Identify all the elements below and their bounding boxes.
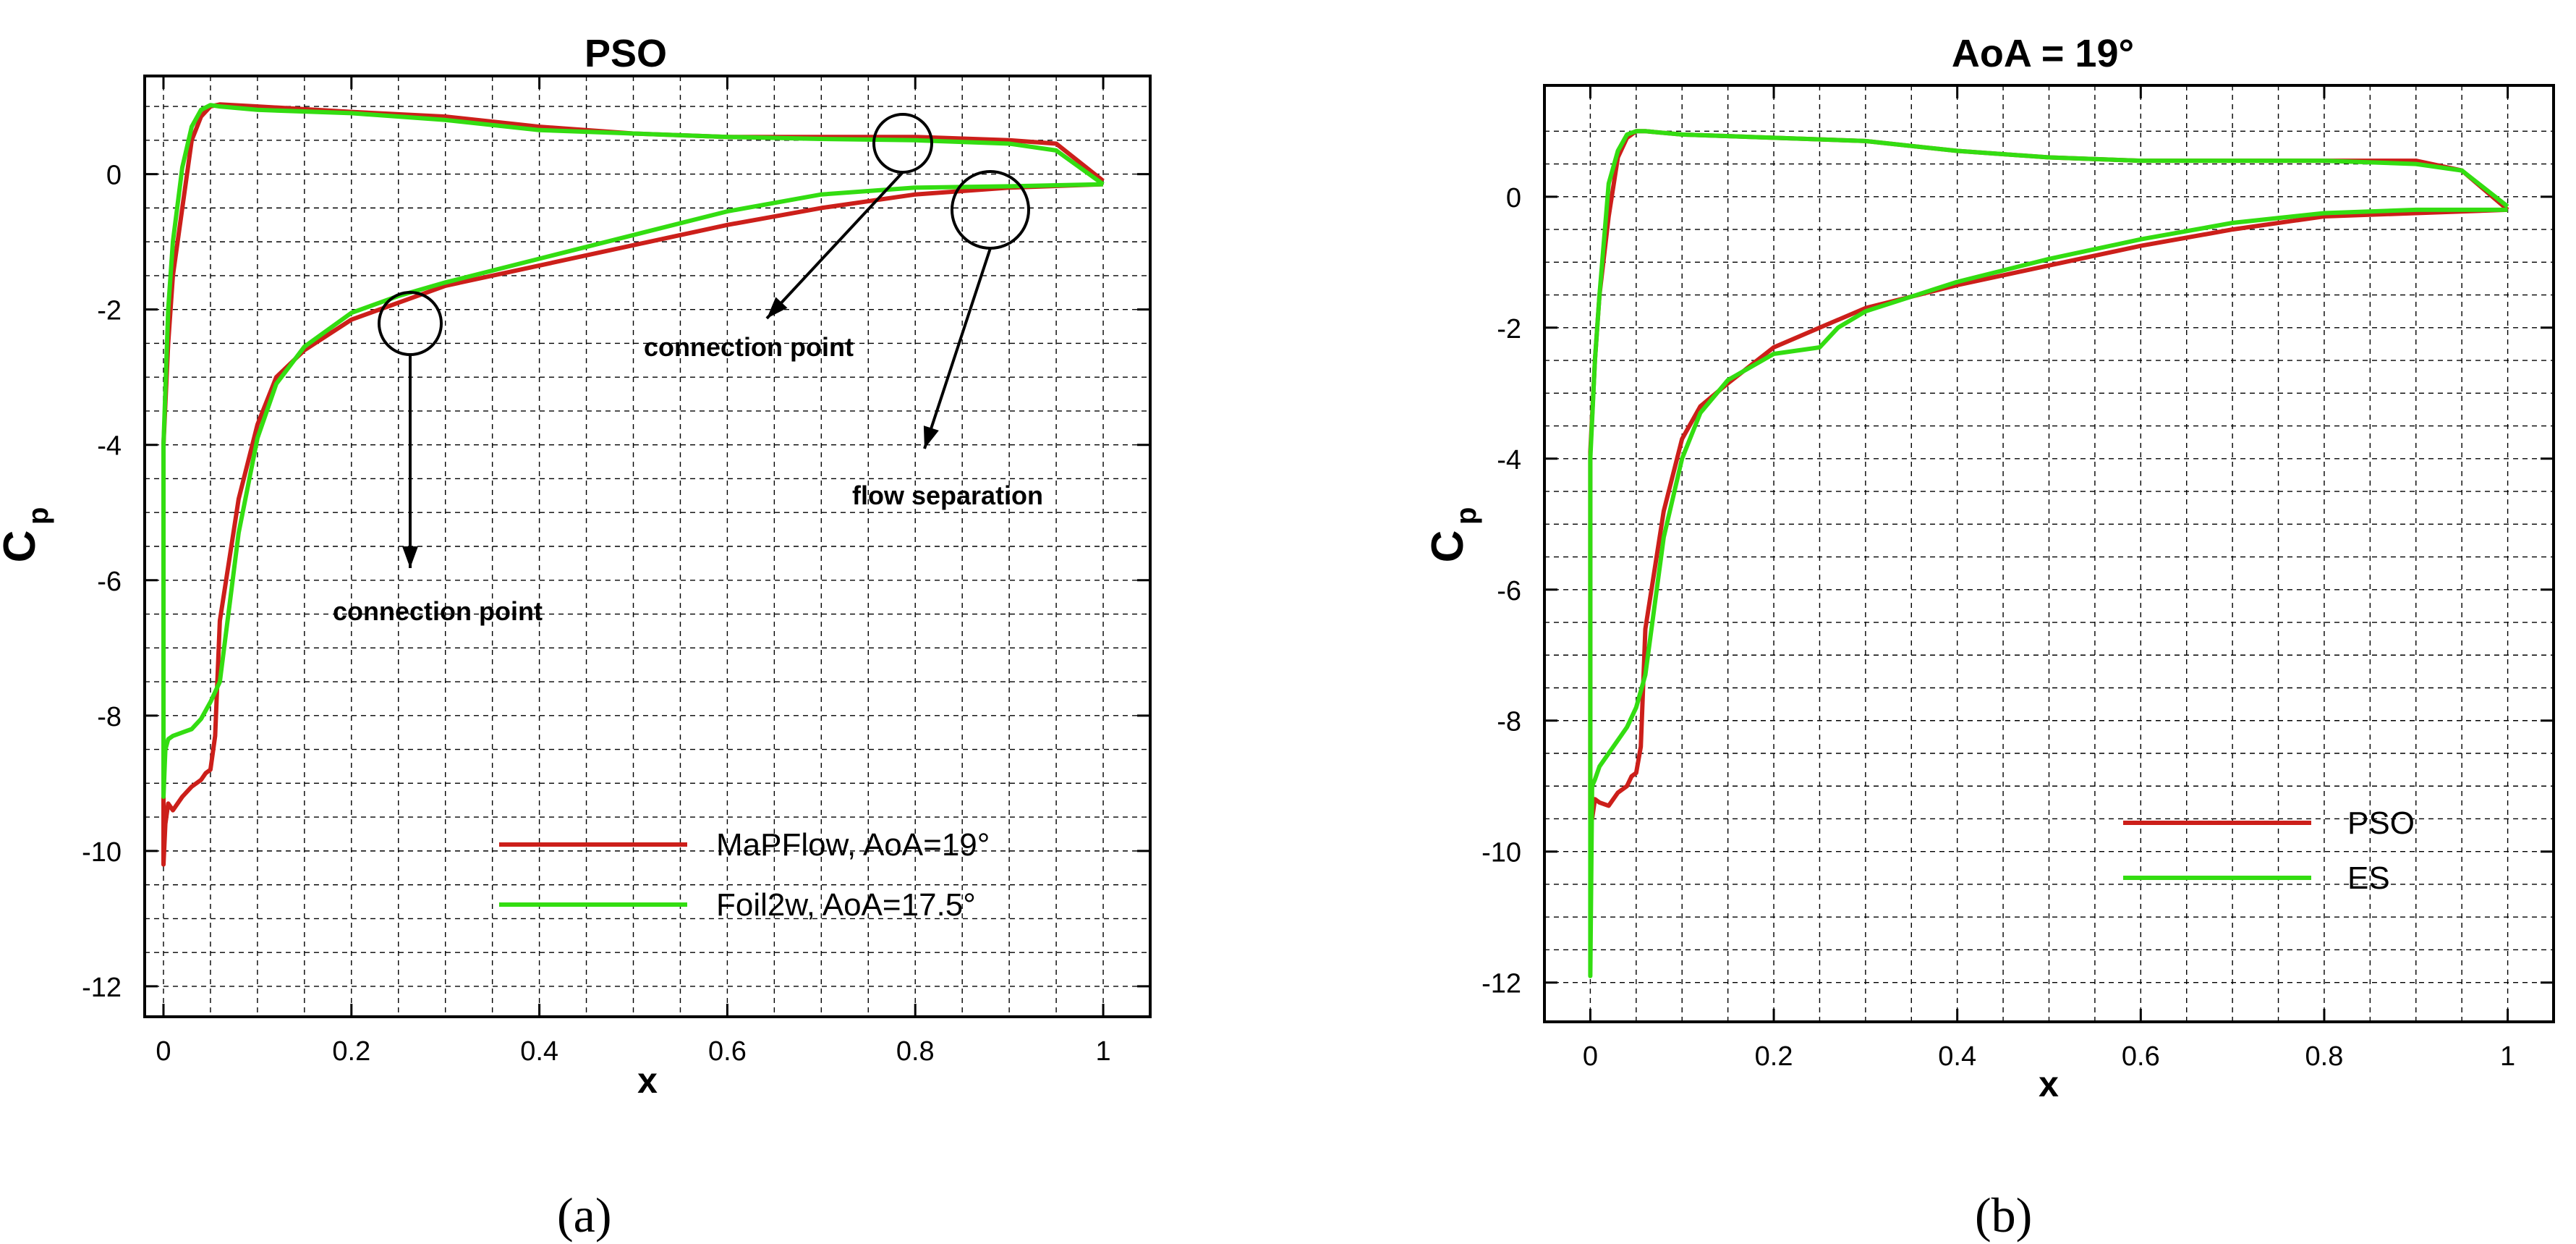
annotation-arrowhead-0 [767,297,788,318]
y-tick-label-1: -2 [97,296,122,326]
y-axis-label-subscript: p [1450,507,1482,525]
panel-caption-b: (b) [1975,1188,2033,1243]
plot-frame [1543,84,2555,1023]
y-axis-label-group: Cp [0,507,54,563]
x-tick-label-2: 0.4 [1938,1041,1976,1072]
y-tick-label-3: -6 [97,567,122,597]
series-line-0 [161,102,1105,867]
x-tick-label-3: 0.6 [2122,1041,2160,1072]
x-axis-label: x [2039,1064,2059,1104]
y-tick-label-2: -4 [1497,445,1521,475]
legend-label-0: PSO [2347,805,2415,841]
y-tick-label-4: -8 [97,702,122,732]
y-tick-label-6: -12 [1482,969,1521,999]
legend-label-1: Foil2w, AoA=17.5° [716,887,976,923]
y-tick-label-0: 0 [106,161,122,191]
y-tick-label-6: -12 [82,973,122,1003]
x-tick-label-0: 0 [156,1036,171,1067]
y-tick-label-0: 0 [1506,183,1521,213]
x-tick-label-4: 0.8 [896,1036,935,1067]
y-axis-label-subscript: p [22,507,54,525]
panel-caption-a: (a) [557,1188,612,1243]
annotation-label-0: connection point [644,332,854,362]
legend-label-0: MaPFlow, AoA=19° [716,827,990,863]
y-axis-label: C [0,530,45,563]
y-tick-label-3: -6 [1497,576,1521,606]
series-line-1 [161,103,1105,799]
x-tick-label-5: 1 [1095,1036,1110,1067]
x-tick-label-0: 0 [1583,1041,1598,1072]
annotation-arrow-0 [765,171,904,320]
x-axis-label: x [637,1060,658,1101]
annotation-arrowhead-1 [923,426,939,449]
chart-panel-a: 0 0.2 0.4 0.6 0.8 1 0 -2 -4 -6 -8 -10 -12 PSO x Cp MaPFl… [0,32,1152,1101]
legend-label-1: ES [2347,860,2390,896]
annotation-circle-1 [951,170,1030,250]
annotation-label-2: connection point [333,596,543,626]
x-tick-label-1: 0.2 [332,1036,370,1067]
y-tick-label-1: -2 [1497,314,1521,344]
y-tick-label-5: -10 [82,837,122,868]
annotation-arrow-1 [923,247,992,449]
plot-frame [143,75,1152,1018]
series-line-1 [1588,129,2509,978]
annotation-circle-2 [378,291,443,356]
chart-panel-b: 0 0.2 0.4 0.6 0.8 1 0 -2 -4 -6 -8 -10 -12 AoA = 19° x C… [1423,32,2555,1104]
y-axis-label: C [1423,530,1473,563]
x-tick-label-1: 0.2 [1755,1041,1793,1072]
annotation-circle-0 [872,113,933,174]
annotation-arrowhead-2 [402,546,418,568]
x-tick-label-4: 0.8 [2305,1041,2344,1072]
y-tick-label-5: -10 [1482,838,1521,868]
annotation-label-1: flow separation [852,481,1043,510]
y-tick-label-2: -4 [97,431,122,462]
y-axis-label-group: Cp [1423,507,1482,563]
x-tick-label-5: 1 [2500,1041,2515,1072]
y-tick-label-4: -8 [1497,707,1521,737]
chart-title: PSO [585,32,667,75]
x-tick-label-2: 0.4 [520,1036,558,1067]
chart-title: AoA = 19° [1952,32,2134,75]
x-tick-label-3: 0.6 [708,1036,747,1067]
